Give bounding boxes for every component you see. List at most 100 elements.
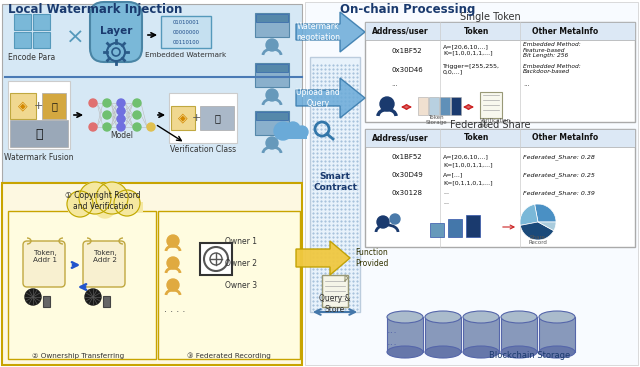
Bar	[171, 106, 195, 130]
Circle shape	[380, 97, 394, 111]
Text: · · · ·: · · · ·	[164, 307, 186, 317]
Bar	[480, 92, 502, 118]
Ellipse shape	[539, 346, 575, 358]
Text: ...: ...	[443, 200, 449, 204]
Ellipse shape	[387, 346, 423, 358]
Ellipse shape	[539, 311, 575, 323]
Text: 🦅: 🦅	[214, 113, 220, 123]
Text: Token: Token	[464, 26, 490, 36]
Text: Watermark Fusion: Watermark Fusion	[4, 153, 74, 163]
Text: 0x1BF52: 0x1BF52	[391, 48, 422, 54]
Text: Watermark
negotiation: Watermark negotiation	[296, 22, 340, 42]
Bar	[33, 14, 50, 30]
Circle shape	[117, 115, 125, 123]
Circle shape	[133, 123, 141, 131]
Text: A=[...]: A=[...]	[443, 172, 463, 178]
Ellipse shape	[463, 346, 499, 358]
Bar	[365, 129, 635, 147]
Bar	[169, 93, 237, 143]
Text: ...: ...	[443, 190, 449, 196]
Bar	[365, 129, 635, 247]
Text: Other MetaInfo: Other MetaInfo	[532, 26, 598, 36]
Circle shape	[266, 137, 278, 149]
Text: Address/user: Address/user	[372, 134, 428, 142]
Text: ...: ...	[387, 325, 397, 335]
Bar	[277, 129, 307, 139]
Circle shape	[274, 122, 292, 140]
Circle shape	[103, 99, 111, 107]
Polygon shape	[296, 12, 365, 52]
Text: Verification Class: Verification Class	[170, 145, 236, 153]
Bar	[14, 32, 31, 48]
Bar	[365, 22, 635, 122]
Circle shape	[147, 123, 155, 131]
Bar	[255, 13, 289, 37]
Wedge shape	[520, 204, 538, 225]
Bar	[501, 317, 537, 352]
Circle shape	[390, 214, 400, 224]
Bar	[448, 219, 462, 237]
Text: K=[1,0,0,1,1,...]: K=[1,0,0,1,1,...]	[443, 163, 493, 167]
Circle shape	[167, 257, 179, 269]
Text: +: +	[33, 101, 43, 111]
Circle shape	[167, 235, 179, 247]
Text: Local Watermark Injection: Local Watermark Injection	[8, 3, 182, 15]
Ellipse shape	[463, 311, 499, 323]
Text: Owner 3: Owner 3	[225, 280, 257, 290]
Bar	[322, 275, 348, 307]
Text: Model: Model	[111, 131, 134, 141]
Text: Query &
Store: Query & Store	[319, 294, 351, 314]
Bar	[429, 97, 439, 115]
Circle shape	[133, 111, 141, 119]
Text: 0x30128: 0x30128	[391, 190, 422, 196]
Circle shape	[96, 182, 128, 214]
Text: 0x30D49: 0x30D49	[391, 172, 423, 178]
Text: 00110100: 00110100	[173, 40, 200, 46]
Bar	[466, 215, 480, 237]
Circle shape	[89, 99, 97, 107]
Text: Address/user: Address/user	[372, 26, 428, 36]
Text: 01010001: 01010001	[173, 21, 200, 25]
Text: Verification
Info: Verification Info	[480, 117, 511, 128]
Bar	[161, 16, 211, 48]
Circle shape	[266, 89, 278, 101]
Bar	[43, 296, 50, 307]
Circle shape	[114, 190, 140, 216]
Circle shape	[103, 123, 111, 131]
Text: Federated_Share: 0.28: Federated_Share: 0.28	[523, 154, 595, 160]
Wedge shape	[538, 222, 556, 231]
Circle shape	[133, 99, 141, 107]
Text: 🚗: 🚗	[35, 127, 43, 141]
Circle shape	[103, 111, 111, 119]
Text: Federated_Share: 0.25: Federated_Share: 0.25	[523, 172, 595, 178]
Bar	[255, 111, 289, 135]
Text: A=[20,6,10,...]
K=[1,0,0,1,1,...]: A=[20,6,10,...] K=[1,0,0,1,1,...]	[443, 45, 493, 55]
Circle shape	[117, 99, 125, 107]
Circle shape	[95, 198, 115, 218]
Bar	[256, 112, 288, 120]
Text: Token
Storage: Token Storage	[425, 115, 447, 126]
Bar	[305, 2, 638, 365]
Bar	[8, 81, 70, 149]
Bar	[256, 64, 288, 72]
Text: ◈: ◈	[18, 99, 28, 113]
Ellipse shape	[425, 346, 461, 358]
Bar	[387, 317, 423, 352]
Text: 0x1BF52: 0x1BF52	[391, 154, 422, 160]
Text: +: +	[191, 113, 201, 123]
Text: Federated_Share: 0.39: Federated_Share: 0.39	[523, 190, 595, 196]
Wedge shape	[534, 204, 556, 222]
Polygon shape	[296, 241, 350, 275]
Text: Federated Share: Federated Share	[450, 120, 531, 130]
Circle shape	[89, 123, 97, 131]
Wedge shape	[520, 222, 554, 240]
Text: Token,
Addr 2: Token, Addr 2	[93, 251, 117, 264]
Circle shape	[25, 289, 41, 305]
Bar	[14, 14, 31, 30]
Text: On-chain Processing: On-chain Processing	[340, 3, 476, 15]
Text: ...: ...	[391, 81, 397, 87]
Text: Blockchain Storage: Blockchain Storage	[490, 350, 571, 360]
Text: Upload and
Query: Upload and Query	[296, 88, 340, 108]
Bar	[310, 57, 360, 312]
Text: 🚕: 🚕	[51, 101, 57, 111]
